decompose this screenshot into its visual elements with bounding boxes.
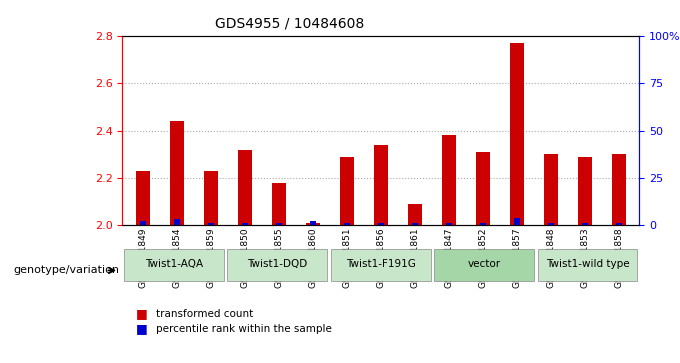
Text: Twist1-AQA: Twist1-AQA <box>145 259 203 269</box>
Bar <box>140 221 146 225</box>
Bar <box>310 221 316 225</box>
Text: Twist1-DQD: Twist1-DQD <box>248 259 307 269</box>
FancyBboxPatch shape <box>435 249 534 281</box>
FancyBboxPatch shape <box>538 249 637 281</box>
Text: ■: ■ <box>136 322 148 335</box>
Bar <box>306 223 320 363</box>
Bar <box>442 135 456 363</box>
Bar <box>378 223 384 225</box>
FancyBboxPatch shape <box>124 249 224 281</box>
Bar <box>340 157 354 363</box>
FancyBboxPatch shape <box>331 249 430 281</box>
Text: Twist1-wild type: Twist1-wild type <box>546 259 629 269</box>
Text: Twist1-F191G: Twist1-F191G <box>346 259 415 269</box>
Bar <box>170 121 184 363</box>
FancyBboxPatch shape <box>228 249 327 281</box>
Bar <box>480 223 486 225</box>
Text: vector: vector <box>468 259 500 269</box>
Bar <box>408 204 422 363</box>
Bar <box>276 223 282 225</box>
Bar <box>242 223 248 225</box>
Bar <box>616 223 622 225</box>
Bar <box>374 145 388 363</box>
Bar <box>272 183 286 363</box>
Bar <box>446 223 452 225</box>
Bar <box>514 217 520 225</box>
Bar <box>476 152 490 363</box>
Bar <box>578 157 592 363</box>
Bar <box>238 150 252 363</box>
Bar <box>582 223 588 225</box>
Bar <box>136 171 150 363</box>
Text: ■: ■ <box>136 307 148 321</box>
Bar <box>208 223 214 225</box>
Text: percentile rank within the sample: percentile rank within the sample <box>156 323 333 334</box>
Bar <box>510 44 524 363</box>
Bar <box>204 171 218 363</box>
Bar <box>412 223 418 225</box>
Text: genotype/variation: genotype/variation <box>14 265 120 276</box>
Bar <box>548 223 554 225</box>
Text: transformed count: transformed count <box>156 309 254 319</box>
Bar <box>344 223 350 225</box>
Text: GDS4955 / 10484608: GDS4955 / 10484608 <box>216 17 364 31</box>
Bar <box>612 154 626 363</box>
Bar <box>174 219 180 225</box>
Bar <box>544 154 558 363</box>
